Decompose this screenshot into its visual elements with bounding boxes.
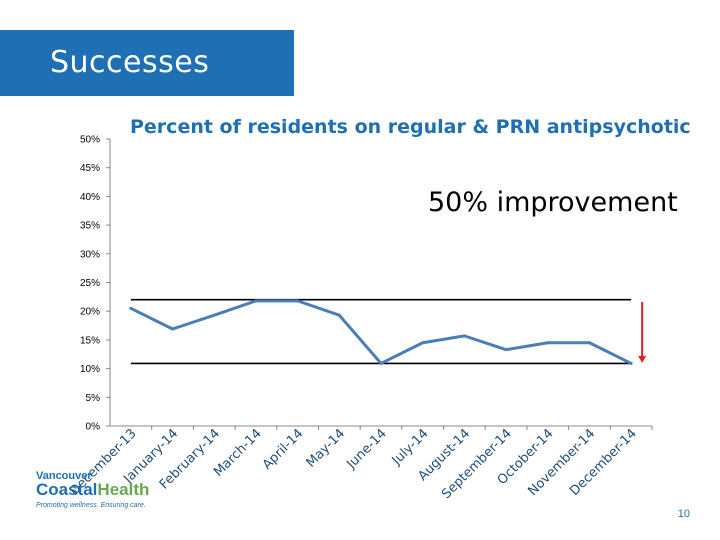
page-number: 10	[677, 508, 690, 520]
y-tick-label: 30%	[80, 249, 100, 260]
x-tick-label: June-14	[343, 426, 389, 472]
slide-title-bar: Successes	[0, 30, 294, 96]
improvement-arrow-head	[638, 355, 647, 363]
improvement-annotation: 50% improvement	[428, 187, 678, 218]
y-tick-label: 40%	[80, 192, 100, 203]
data-point	[129, 306, 133, 310]
data-point	[379, 361, 383, 365]
y-tick-label: 0%	[86, 422, 101, 433]
y-tick-label: 20%	[80, 307, 100, 318]
data-point	[421, 341, 425, 345]
data-point	[546, 341, 550, 345]
x-tick-label: May-14	[304, 426, 348, 470]
y-tick-label: 5%	[86, 393, 101, 404]
data-point	[212, 313, 216, 317]
logo-line1: Vancouver	[36, 470, 92, 482]
chart-title: Percent of residents on regular & PRN an…	[130, 116, 691, 138]
data-point	[587, 341, 591, 345]
series-line	[130, 299, 632, 365]
data-point	[504, 348, 508, 352]
y-tick-label: 45%	[80, 163, 100, 174]
y-tick-label: 50%	[80, 135, 100, 146]
data-point	[462, 334, 466, 338]
data-point	[296, 299, 300, 303]
logo-health: Health	[97, 480, 150, 499]
data-point	[629, 361, 633, 365]
data-point	[254, 299, 258, 303]
data-point	[337, 313, 341, 317]
slide-title: Successes	[50, 45, 210, 80]
x-tick-label: April-14	[260, 426, 307, 473]
logo-coastal: Coastal	[36, 480, 98, 499]
y-tick-label: 35%	[80, 221, 100, 232]
y-tick-label: 25%	[80, 278, 100, 289]
y-tick-label: 10%	[80, 364, 100, 375]
y-tick-label: 15%	[80, 335, 100, 346]
logo-line2: CoastalHealth	[36, 480, 149, 500]
logo-tagline: Promoting wellness. Ensuring care.	[36, 502, 146, 509]
vch-logo: Vancouver CoastalHealth Promoting wellne…	[36, 470, 176, 514]
data-point	[171, 327, 175, 331]
